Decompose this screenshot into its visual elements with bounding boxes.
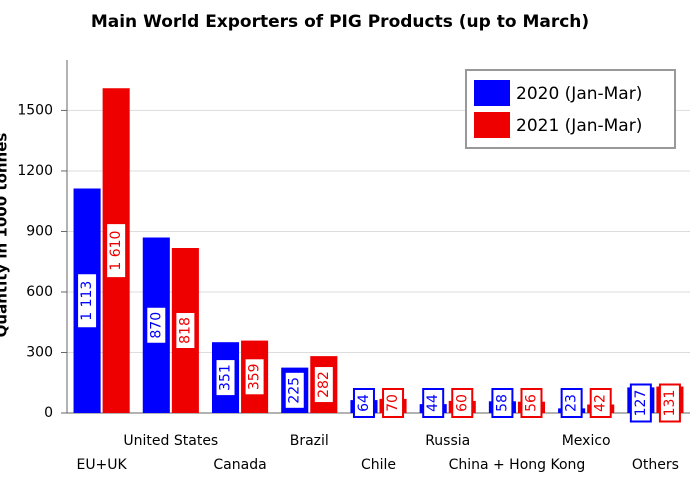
x-tick-label: Others xyxy=(632,457,679,473)
x-tick-label: United States xyxy=(123,433,218,449)
y-tick-label: 1200 xyxy=(17,163,53,179)
value-label: 127 xyxy=(633,390,649,417)
value-label: 44 xyxy=(425,394,441,412)
value-label-box xyxy=(491,388,514,418)
value-label: 56 xyxy=(523,394,539,412)
value-label: 225 xyxy=(287,377,303,404)
value-label-box xyxy=(422,388,445,418)
x-tick-label: Russia xyxy=(425,433,470,449)
value-label-box xyxy=(382,388,405,418)
y-tick-label: 1500 xyxy=(17,102,53,118)
value-label: 42 xyxy=(593,394,609,412)
x-tick-label: EU+UK xyxy=(76,457,127,473)
value-label: 70 xyxy=(385,394,401,412)
value-label: 60 xyxy=(454,394,470,412)
value-label-box xyxy=(283,370,306,410)
value-label: 359 xyxy=(247,363,263,390)
legend-swatch xyxy=(474,80,510,106)
value-label-box xyxy=(560,388,583,418)
y-tick-label: 600 xyxy=(26,284,53,300)
x-tick-label: Chile xyxy=(361,457,396,473)
x-tick-label: Canada xyxy=(213,457,266,473)
y-tick-label: 0 xyxy=(44,405,53,421)
value-label-box xyxy=(451,388,474,418)
value-label: 870 xyxy=(148,312,164,339)
value-label-box xyxy=(312,365,335,405)
chart-title: Main World Exporters of PIG Products (up… xyxy=(91,12,589,32)
value-label-box xyxy=(174,310,197,350)
value-label-box xyxy=(352,388,375,418)
x-tick-label: Brazil xyxy=(290,433,329,449)
legend-swatch xyxy=(474,112,510,138)
value-label-box xyxy=(658,383,681,423)
legend-label: 2020 (Jan-Mar) xyxy=(516,84,642,104)
value-label: 818 xyxy=(177,317,193,344)
value-label: 282 xyxy=(316,371,332,398)
value-label: 351 xyxy=(218,364,234,391)
value-label: 1 113 xyxy=(79,281,95,321)
value-label-box xyxy=(76,272,99,330)
y-tick-label: 300 xyxy=(26,344,53,360)
value-label-box xyxy=(589,388,612,418)
value-label: 1 610 xyxy=(108,231,124,271)
value-label-box xyxy=(105,222,128,280)
y-axis-label: Quantity in 1000 tonnes xyxy=(0,133,11,338)
value-label-box xyxy=(520,388,543,418)
value-label: 64 xyxy=(356,394,372,412)
value-label-box xyxy=(145,305,168,345)
value-label: 23 xyxy=(564,394,580,412)
value-label-box xyxy=(243,357,266,397)
legend-label: 2021 (Jan-Mar) xyxy=(516,116,642,136)
value-label: 58 xyxy=(494,394,510,412)
value-label-box xyxy=(214,358,237,398)
value-label-box xyxy=(629,383,652,423)
x-tick-label: China + Hong Kong xyxy=(449,457,586,473)
x-tick-label: Mexico xyxy=(562,433,611,449)
y-tick-label: 900 xyxy=(26,223,53,239)
value-label: 131 xyxy=(662,390,678,417)
